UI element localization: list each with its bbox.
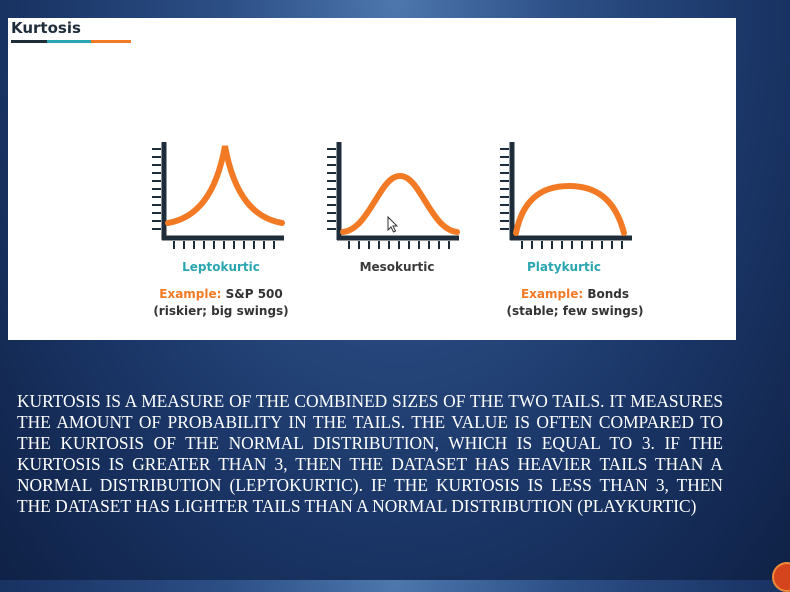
leptokurtic-example-value: S&P 500 — [221, 287, 283, 301]
platykurtic-curve — [513, 182, 627, 236]
kurtosis-description: Kurtosis is a measure of the combined si… — [17, 391, 723, 516]
slide-corner-badge — [772, 562, 790, 592]
platykurtic-example-key: Example: — [520, 287, 584, 301]
mesokurtic-curve — [340, 172, 460, 235]
title-underline-dark — [11, 40, 47, 43]
leptokurtic-axes — [152, 142, 284, 249]
slide-title: Kurtosis — [11, 19, 81, 37]
kurtosis-diagram — [152, 142, 632, 249]
leptokurtic-example-key: Example: — [159, 287, 222, 301]
platykurtic-label: Platykurtic — [527, 260, 601, 274]
leptokurtic-example-note: (riskier; big swings) — [153, 304, 289, 318]
leptokurtic-label: Leptokurtic — [182, 260, 260, 274]
platykurtic-chart — [500, 142, 632, 249]
mouse-cursor-icon — [387, 215, 399, 233]
platykurtic-example: Example: Bonds (stable; few swings) — [475, 286, 675, 320]
platykurtic-example-note: (stable; few swings) — [506, 304, 644, 318]
leptokurtic-example: Example: S&P 500 (riskier; big swings) — [121, 286, 321, 320]
leptokurtic-example-line: Example: S&P 500 — [121, 286, 321, 303]
platykurtic-example-value: Bonds — [583, 287, 630, 301]
leptokurtic-curve — [165, 145, 285, 226]
mesokurtic-axes — [327, 142, 459, 249]
mesokurtic-label: Mesokurtic — [359, 260, 435, 274]
mesokurtic-chart — [327, 142, 460, 249]
platykurtic-axes — [500, 142, 632, 249]
leptokurtic-chart — [152, 142, 285, 249]
slide-content-panel: Kurtosis — [8, 18, 736, 340]
platykurtic-example-line: Example: Bonds — [475, 286, 675, 303]
title-underline-orange — [91, 40, 131, 43]
title-underline-teal — [47, 40, 91, 43]
